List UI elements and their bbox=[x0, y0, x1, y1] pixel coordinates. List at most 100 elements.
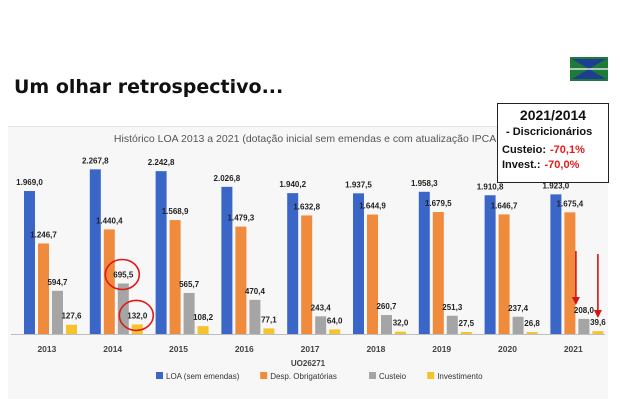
x-tick-label: 2016 bbox=[235, 344, 254, 354]
data-label: 1.969,0 bbox=[16, 178, 43, 187]
summary-value: -70,1% bbox=[550, 144, 585, 156]
data-label: 1.632,8 bbox=[293, 202, 320, 211]
bar-investimento-2021 bbox=[592, 331, 604, 334]
bar-custeio-2017 bbox=[315, 316, 327, 334]
data-label: 1.568,9 bbox=[162, 207, 189, 216]
data-label: 127,6 bbox=[61, 312, 82, 321]
bar-loa-sem-emendas--2019 bbox=[418, 191, 430, 334]
bar-custeio-2019 bbox=[446, 315, 458, 334]
x-tick-label: 2017 bbox=[301, 344, 320, 354]
bar-desp-obrigat-rias-2018 bbox=[367, 214, 378, 334]
bar-desp-obrigat-rias-2021 bbox=[564, 212, 576, 334]
data-label: 237,4 bbox=[508, 304, 529, 313]
summary-row-custeio: Custeio: -70,1% bbox=[502, 144, 585, 156]
legend-label: LOA (sem emendas) bbox=[166, 372, 240, 381]
annotation-circle bbox=[118, 299, 155, 332]
summary-title: 2021/2014 bbox=[519, 107, 587, 123]
bar-investimento-2019 bbox=[460, 332, 472, 334]
data-label: 1.937,5 bbox=[345, 180, 372, 189]
data-label: 1.910,8 bbox=[477, 182, 504, 191]
data-label: 27,5 bbox=[459, 319, 475, 328]
data-label: 1.923,0 bbox=[543, 181, 570, 190]
data-label: 1.646,7 bbox=[491, 201, 518, 210]
bar-loa-sem-emendas--2020 bbox=[484, 195, 496, 334]
legend-label: Investimento bbox=[437, 372, 483, 381]
slide-title: Um olhar retrospectivo... bbox=[14, 76, 284, 98]
data-label: 208,0 bbox=[574, 306, 595, 315]
legend-swatch bbox=[369, 372, 376, 379]
x-tick-label: 2013 bbox=[37, 344, 56, 354]
data-label: 260,7 bbox=[376, 302, 397, 311]
data-label: 1.675,4 bbox=[557, 199, 584, 208]
bar-investimento-2016 bbox=[263, 328, 275, 334]
bar-desp-obrigat-rias-2016 bbox=[235, 226, 247, 334]
data-label: 1.958,3 bbox=[411, 179, 438, 188]
summary-label: Invest.: bbox=[502, 159, 541, 171]
data-label: 470,4 bbox=[245, 287, 266, 296]
data-label: 1.246,7 bbox=[30, 230, 57, 239]
x-tick-label: 2015 bbox=[169, 344, 188, 354]
summary-value: -70,0% bbox=[544, 159, 580, 171]
chart-title: Histórico LOA 2013 a 2021 (dotação inici… bbox=[114, 133, 502, 145]
chart: Histórico LOA 2013 a 2021 (dotação inici… bbox=[11, 133, 606, 381]
data-label: 251,3 bbox=[442, 303, 463, 312]
bar-desp-obrigat-rias-2017 bbox=[301, 215, 313, 334]
data-label: 1.940,2 bbox=[279, 180, 306, 189]
bar-loa-sem-emendas--2021 bbox=[550, 194, 562, 334]
data-label: 565,7 bbox=[179, 280, 200, 289]
data-label: 2.267,8 bbox=[82, 156, 109, 165]
bar-desp-obrigat-rias-2014 bbox=[103, 229, 115, 334]
bar-loa-sem-emendas--2018 bbox=[353, 193, 364, 334]
data-label: 695,5 bbox=[113, 271, 134, 280]
bar-investimento-2015 bbox=[197, 326, 209, 334]
legend-label: Desp. Obrigatórias bbox=[270, 372, 337, 381]
bar-loa-sem-emendas--2013 bbox=[24, 191, 35, 334]
x-tick-label: 2014 bbox=[103, 344, 122, 354]
bar-custeio-2021 bbox=[578, 318, 590, 334]
legend-swatch bbox=[260, 372, 268, 379]
data-label: 26,8 bbox=[524, 319, 540, 328]
summary-label: Custeio: bbox=[502, 144, 546, 156]
bar-loa-sem-emendas--2015 bbox=[155, 171, 167, 334]
legend-swatch bbox=[427, 372, 435, 379]
annotation-arrowhead bbox=[593, 310, 602, 318]
x-axis-label: UO26271 bbox=[291, 359, 326, 368]
summary-box: 2021/2014 - Discricionários Custeio: -70,… bbox=[497, 103, 609, 183]
data-label: 1.644,9 bbox=[359, 202, 386, 211]
bar-investimento-2017 bbox=[329, 329, 341, 334]
data-label: 2.026,8 bbox=[214, 174, 241, 183]
bar-desp-obrigat-rias-2020 bbox=[498, 214, 510, 334]
summary-subtitle: - Discricionários bbox=[506, 126, 593, 138]
data-label: 1.479,3 bbox=[228, 214, 255, 223]
bar-desp-obrigat-rias-2019 bbox=[432, 212, 444, 334]
bar-desp-obrigat-rias-2013 bbox=[38, 243, 49, 334]
bar-custeio-2013 bbox=[52, 290, 63, 334]
x-tick-label: 2019 bbox=[432, 344, 451, 354]
data-label: 1.679,5 bbox=[425, 199, 452, 208]
data-label: 32,0 bbox=[393, 319, 409, 328]
x-tick-label: 2021 bbox=[564, 344, 583, 354]
bar-custeio-2015 bbox=[183, 292, 195, 334]
bar-investimento-2018 bbox=[395, 331, 406, 334]
x-tick-label: 2018 bbox=[366, 344, 385, 354]
bar-custeio-2014 bbox=[117, 283, 129, 334]
data-label: 77,1 bbox=[261, 315, 277, 324]
bar-loa-sem-emendas--2014 bbox=[89, 169, 101, 334]
bar-desp-obrigat-rias-2015 bbox=[169, 220, 181, 334]
bar-custeio-2018 bbox=[381, 315, 392, 334]
annotation-arrowhead bbox=[571, 297, 580, 305]
bar-investimento-2014 bbox=[131, 324, 143, 334]
bar-custeio-2020 bbox=[512, 316, 524, 334]
bar-investimento-2013 bbox=[66, 324, 77, 334]
bar-custeio-2016 bbox=[249, 299, 261, 334]
data-label: 64,0 bbox=[327, 316, 343, 325]
bar-investimento-2020 bbox=[526, 332, 538, 334]
legend-label: Custeio bbox=[379, 372, 407, 381]
annotation-circle bbox=[104, 258, 141, 291]
bar-loa-sem-emendas--2016 bbox=[221, 186, 233, 334]
summary-row-invest: Invest.: -70,0% bbox=[502, 159, 579, 171]
legend-swatch bbox=[156, 372, 163, 379]
data-label: 594,7 bbox=[47, 278, 68, 287]
data-label: 39,6 bbox=[590, 318, 606, 327]
university-logo bbox=[570, 57, 608, 81]
